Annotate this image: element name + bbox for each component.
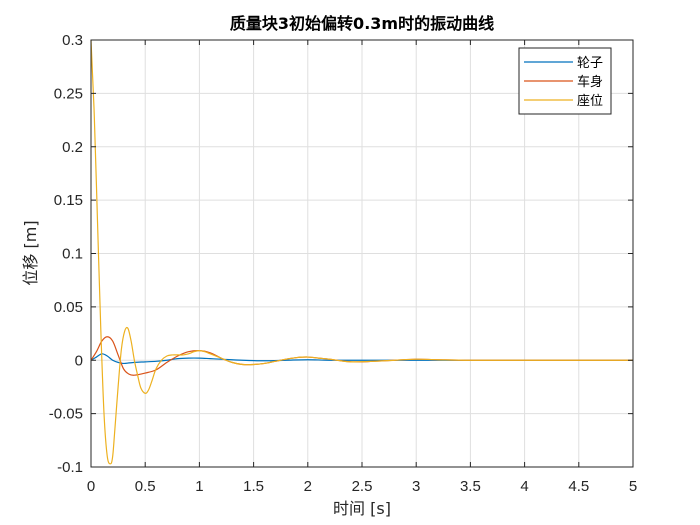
- x-tick-label: 0: [87, 478, 95, 495]
- x-tick-label: 3.5: [460, 478, 481, 495]
- series-line-0: [90, 353, 633, 365]
- y-tick-label: 0.25: [54, 85, 83, 102]
- y-tick-label: 0.3: [62, 32, 83, 49]
- x-tick-label: 4: [520, 478, 528, 495]
- y-axis-label: 位移 [m]: [21, 220, 40, 285]
- x-tick-label: 1: [195, 478, 203, 495]
- legend-label: 轮子: [577, 56, 603, 71]
- x-tick-label: 1.5: [243, 478, 264, 495]
- series-layer: [90, 39, 633, 465]
- y-tick-label: -0.05: [49, 406, 83, 423]
- legend-label: 座位: [577, 94, 603, 109]
- series-line-2: [90, 39, 633, 465]
- x-tick-label: 3: [412, 478, 420, 495]
- x-tick-label: 2.5: [352, 478, 373, 495]
- y-tick-label: 0.2: [62, 139, 83, 156]
- y-tick-label: 0.05: [54, 299, 83, 316]
- y-tick-label: -0.1: [57, 459, 83, 476]
- x-tick-label: 5: [629, 478, 637, 495]
- x-axis-label: 时间 [s]: [333, 499, 391, 518]
- legend-label: 车身: [577, 74, 603, 90]
- axis-ticks: 0 0.5 1 1.5 2 2.5 3 3.5 4 4.5 5 -0.1 -0.05 0 0.05 0.1 0.…: [49, 32, 637, 495]
- y-tick-label: 0.15: [54, 192, 83, 209]
- y-tick-label: 0.1: [62, 246, 83, 263]
- y-tick-label: 0: [75, 352, 83, 369]
- x-tick-label: 0.5: [135, 478, 156, 495]
- x-tick-label: 2: [304, 478, 312, 495]
- chart-title: 质量块3初始偏转0.3m时的振动曲线: [230, 14, 494, 33]
- x-tick-label: 4.5: [568, 478, 589, 495]
